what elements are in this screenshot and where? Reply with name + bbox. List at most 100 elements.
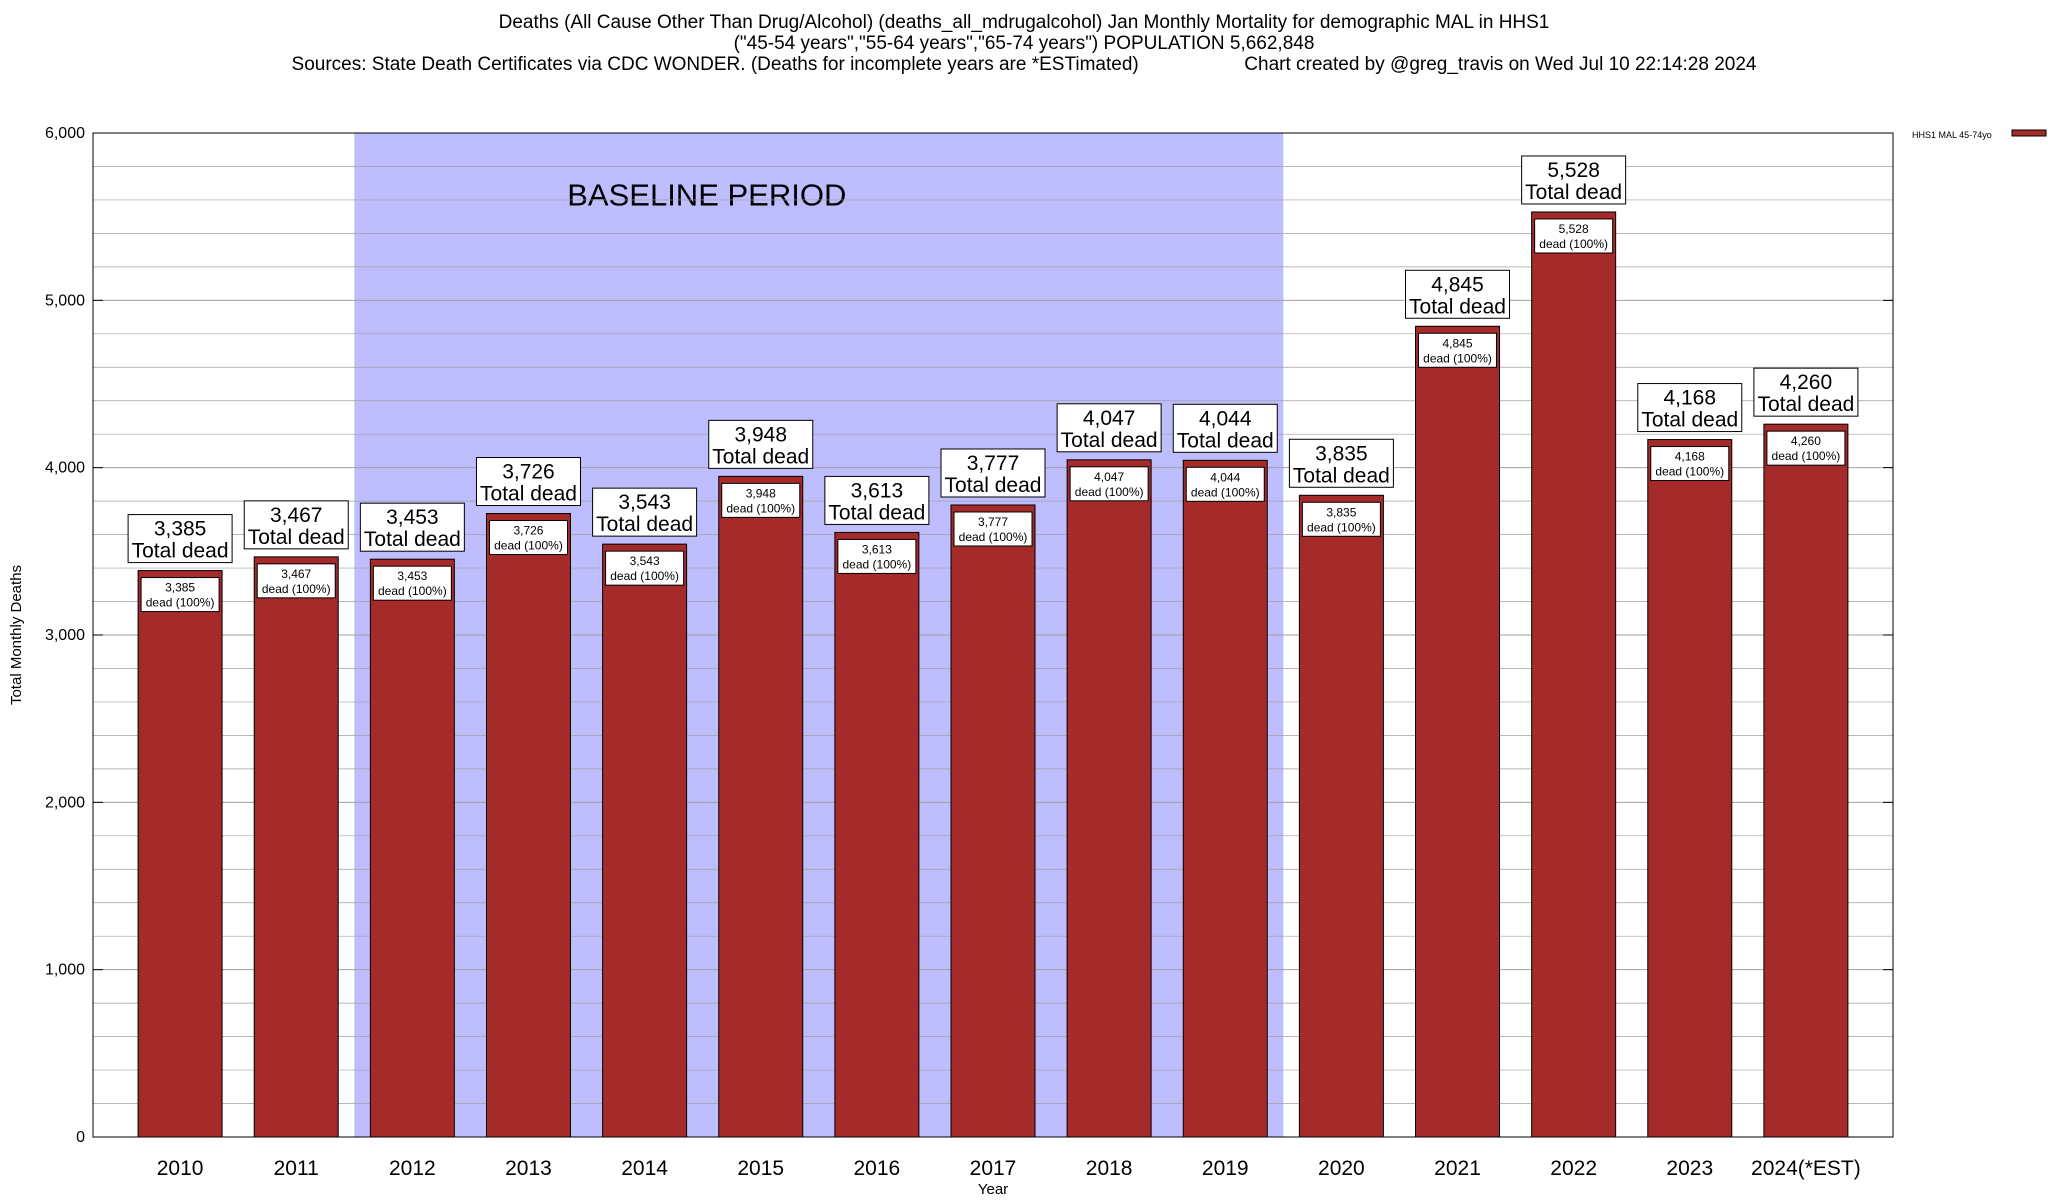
bar-2016 <box>834 531 920 1138</box>
bar-2015 <box>718 475 804 1138</box>
x-tick-label: 2023 <box>1666 1157 1713 1180</box>
inner-label-box <box>1301 501 1381 537</box>
total-dead-label: Total dead <box>1177 429 1274 452</box>
inner-label-box <box>256 563 336 599</box>
x-tick-label: 2022 <box>1550 1157 1597 1180</box>
inner-value-label: 4,845 <box>1443 336 1473 350</box>
bar-2022 <box>1531 211 1617 1138</box>
total-value-label: 4,044 <box>1199 407 1252 430</box>
bars-layer <box>137 211 1849 1138</box>
inner-share-label: dead (100%) <box>1655 465 1724 479</box>
total-label-box <box>1405 269 1511 319</box>
total-value-label: 3,543 <box>618 491 671 514</box>
total-dead-label: Total dead <box>132 540 229 563</box>
x-tick-label: 2017 <box>970 1157 1017 1180</box>
title-line-1: Deaths (All Cause Other Than Drug/Alcoho… <box>498 12 1550 33</box>
y-tick-label: 0 <box>76 1129 85 1146</box>
inner-value-label: 3,777 <box>978 515 1008 529</box>
total-value-label: 3,453 <box>386 506 439 529</box>
y-tick-label: 1,000 <box>45 962 85 979</box>
total-value-label: 3,948 <box>734 423 787 446</box>
total-label-box <box>1172 403 1278 453</box>
bar-2020 <box>1298 494 1384 1138</box>
total-dead-label: Total dead <box>1061 429 1158 452</box>
total-label-box <box>127 514 233 564</box>
total-label-box <box>592 487 698 537</box>
total-label-box <box>824 475 930 525</box>
inner-share-label: dead (100%) <box>1423 351 1492 365</box>
y-axis-title: Total Monthly Deaths <box>8 565 25 705</box>
inner-value-label: 5,528 <box>1559 222 1589 236</box>
total-value-label: 4,260 <box>1780 371 1833 394</box>
total-label-box <box>1288 438 1394 488</box>
inner-label-box <box>1069 466 1149 502</box>
total-label-box <box>359 502 465 552</box>
total-dead-label: Total dead <box>1293 464 1390 487</box>
y-tick-label: 3,000 <box>45 627 85 644</box>
inner-share-label: dead (100%) <box>1307 520 1376 534</box>
bar-2010 <box>137 570 223 1138</box>
inner-value-label: 3,543 <box>630 554 660 568</box>
y-tick-label: 6,000 <box>45 125 85 142</box>
inner-share-label: dead (100%) <box>146 596 215 610</box>
inner-share-label: dead (100%) <box>1539 237 1608 251</box>
x-tick-label: 2010 <box>157 1157 204 1180</box>
bar-2011 <box>253 556 339 1138</box>
total-value-label: 3,777 <box>967 452 1020 475</box>
inner-value-label: 3,385 <box>165 581 195 595</box>
bar-2018 <box>1066 459 1152 1138</box>
legend-label: HHS1 MAL 45-74yo <box>1912 130 1992 140</box>
inner-value-label: 4,047 <box>1094 470 1124 484</box>
total-dead-label: Total dead <box>945 474 1042 497</box>
baseline-period-label: BASELINE PERIOD <box>567 178 846 213</box>
title-line-2: ("45-54 years","55-64 years","65-74 year… <box>733 33 1315 54</box>
y-tick-label: 2,000 <box>45 794 85 811</box>
inner-share-label: dead (100%) <box>1075 485 1144 499</box>
x-tick-label: 2016 <box>854 1157 901 1180</box>
inner-value-label: 4,260 <box>1791 434 1821 448</box>
title-line-3: Sources: State Death Certificates via CD… <box>291 54 1757 75</box>
total-dead-label: Total dead <box>480 483 577 506</box>
inner-label-box <box>488 520 568 556</box>
x-tick-label: 2013 <box>505 1157 552 1180</box>
inner-share-label: dead (100%) <box>959 530 1028 544</box>
total-dead-label: Total dead <box>1525 181 1622 204</box>
total-dead-label: Total dead <box>596 513 693 536</box>
x-axis-title: Year <box>978 1181 1008 1198</box>
x-tick-label: 2011 <box>274 1157 319 1180</box>
inner-value-label: 4,044 <box>1210 470 1240 484</box>
total-dead-label: Total dead <box>248 526 345 549</box>
total-label-box <box>475 457 581 507</box>
inner-value-label: 3,453 <box>397 569 427 583</box>
inner-label-box <box>1766 430 1846 466</box>
total-label-box <box>1521 155 1627 205</box>
total-dead-label: Total dead <box>364 528 461 551</box>
x-tick-label: 2019 <box>1202 1157 1249 1180</box>
inner-share-label: dead (100%) <box>494 539 563 553</box>
chart-title: Deaths (All Cause Other Than Drug/Alcoho… <box>0 12 2048 75</box>
inner-value-label: 3,467 <box>281 567 311 581</box>
total-label-box <box>940 448 1046 498</box>
total-value-label: 3,613 <box>851 479 904 502</box>
inner-label-box <box>1185 466 1265 502</box>
inner-value-label: 3,613 <box>862 542 892 556</box>
inner-label-box <box>1418 332 1498 368</box>
inner-share-label: dead (100%) <box>1191 485 1260 499</box>
total-dead-label: Total dead <box>1641 409 1738 432</box>
inner-label-box <box>837 538 917 574</box>
total-value-label: 3,726 <box>502 461 555 484</box>
inner-value-label: 3,726 <box>513 524 543 538</box>
x-tick-label: 2015 <box>737 1157 784 1180</box>
inner-share-label: dead (100%) <box>262 582 331 596</box>
y-tick-label: 4,000 <box>45 460 85 477</box>
total-dead-label: Total dead <box>828 501 925 524</box>
bar-2014 <box>602 543 688 1138</box>
inner-share-label: dead (100%) <box>378 584 447 598</box>
total-value-label: 4,168 <box>1663 387 1716 410</box>
total-dead-label: Total dead <box>1757 393 1854 416</box>
inner-label-box <box>1650 446 1730 482</box>
inner-share-label: dead (100%) <box>726 501 795 515</box>
total-label-box <box>243 500 349 550</box>
x-tick-label: 2024(*EST) <box>1751 1157 1861 1180</box>
